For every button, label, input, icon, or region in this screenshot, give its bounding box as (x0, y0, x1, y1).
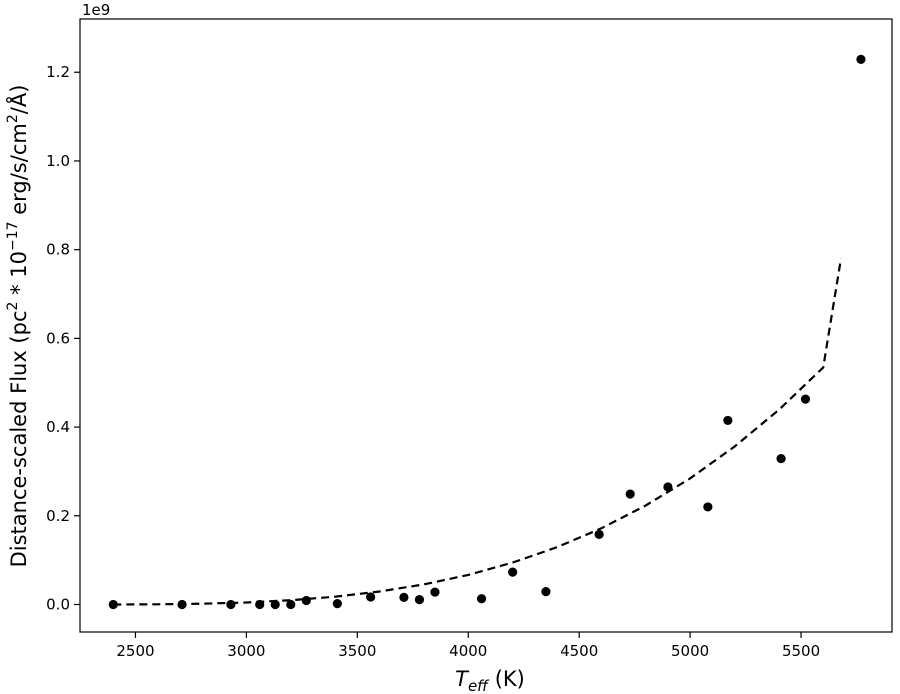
data-point (508, 567, 518, 577)
data-point (108, 599, 118, 610)
data-point (541, 587, 551, 597)
data-point (270, 599, 280, 610)
data-point (723, 415, 733, 426)
plot-area (79, 18, 893, 633)
x-tick-label: 3000 (227, 642, 265, 660)
x-axis: 2500 3000 3500 4000 4500 5000 5500 (116, 632, 820, 660)
x-tick-label: 2500 (116, 642, 154, 660)
data-point (332, 599, 342, 609)
y-axis-label: Distance-scaled Flux (pc2 * 10−17 erg/s/… (5, 85, 31, 568)
data-point (476, 594, 487, 604)
data-points (108, 54, 866, 610)
data-point (366, 592, 376, 602)
data-point (430, 587, 440, 597)
data-point (703, 502, 713, 512)
y-tick-label: 0.2 (46, 507, 70, 525)
x-tick-label: 5500 (782, 642, 820, 660)
data-point (594, 529, 604, 540)
y-tick-label: 1.2 (46, 63, 70, 81)
y-offset-label: 1e9 (82, 1, 110, 19)
data-point (255, 599, 265, 610)
data-point (663, 482, 673, 492)
y-tick-label: 0.4 (46, 418, 70, 436)
y-axis: 0.0 0.2 0.4 0.6 0.8 1.0 1.2 (46, 63, 80, 613)
fit-line (113, 258, 843, 606)
data-point (301, 595, 311, 606)
data-point (856, 54, 866, 64)
data-point (800, 394, 811, 404)
data-point (399, 592, 409, 603)
data-point (625, 489, 635, 499)
x-axis-label: Teff (K) (455, 667, 525, 694)
data-point (177, 599, 187, 610)
data-point (226, 599, 236, 610)
data-point (414, 595, 425, 605)
x-tick-label: 3500 (338, 642, 376, 660)
data-point (286, 599, 296, 610)
y-tick-label: 0.8 (46, 241, 70, 259)
x-tick-label: 4000 (449, 642, 487, 660)
x-tick-label: 5000 (671, 642, 709, 660)
y-tick-label: 0.0 (46, 595, 70, 613)
x-tick-label: 4500 (560, 642, 598, 660)
data-point (776, 453, 786, 464)
y-tick-label: 0.6 (46, 329, 70, 347)
y-tick-label: 1.0 (46, 152, 70, 170)
